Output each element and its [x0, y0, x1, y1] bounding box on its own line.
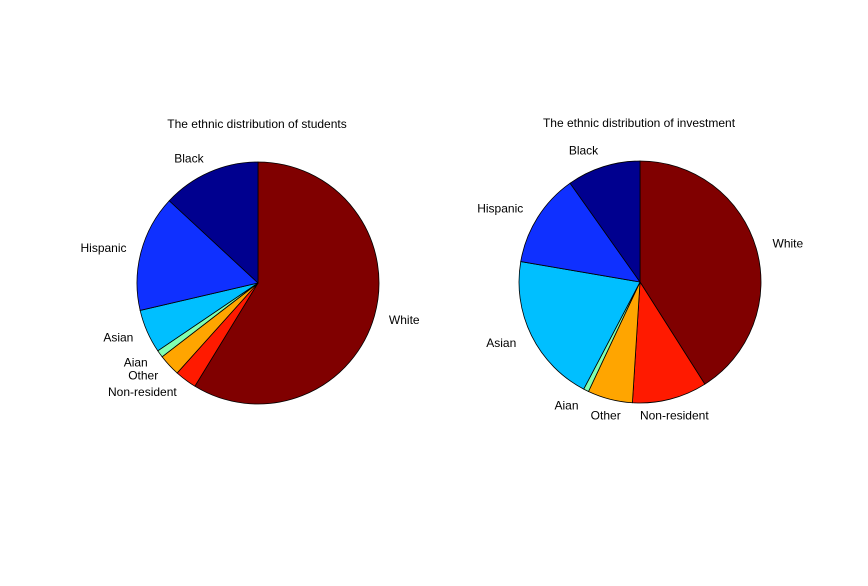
pie-label-aian: Aian [124, 356, 148, 370]
pie-slice-asian [518, 261, 641, 390]
pie-label-non-resident: Non-resident [640, 409, 709, 423]
pie-label-white: White [389, 313, 420, 327]
pie-label-hispanic: Hispanic [81, 241, 127, 255]
pie-chart-investment: The ethnic distribution of investment Wh… [477, 116, 803, 423]
pie-label-black: Black [569, 143, 599, 157]
pie-slice-hispanic [520, 182, 641, 283]
pie-label-aian: Aian [554, 399, 578, 413]
chart-title-investment: The ethnic distribution of investment [543, 116, 736, 130]
pie-slice-non-resident [631, 280, 706, 404]
pie-label-black: Black [174, 151, 204, 165]
pie-slice-black [569, 160, 641, 284]
pie-chart-students: The ethnic distribution of students Whit… [81, 117, 420, 405]
pie-label-non-resident: Non-resident [108, 385, 177, 399]
pie-label-white: White [773, 236, 804, 250]
pie-slice-white [639, 160, 762, 385]
pie-label-asian: Asian [103, 330, 133, 344]
pie-label-asian: Asian [486, 336, 516, 350]
pie-slice-white [194, 161, 380, 405]
pie-slice-black [168, 161, 259, 284]
pie-label-other: Other [591, 409, 621, 423]
pie-label-hispanic: Hispanic [477, 201, 523, 215]
chart-title-students: The ethnic distribution of students [167, 117, 346, 131]
pie-slice-hispanic [136, 200, 259, 311]
pie-label-other: Other [128, 368, 158, 382]
